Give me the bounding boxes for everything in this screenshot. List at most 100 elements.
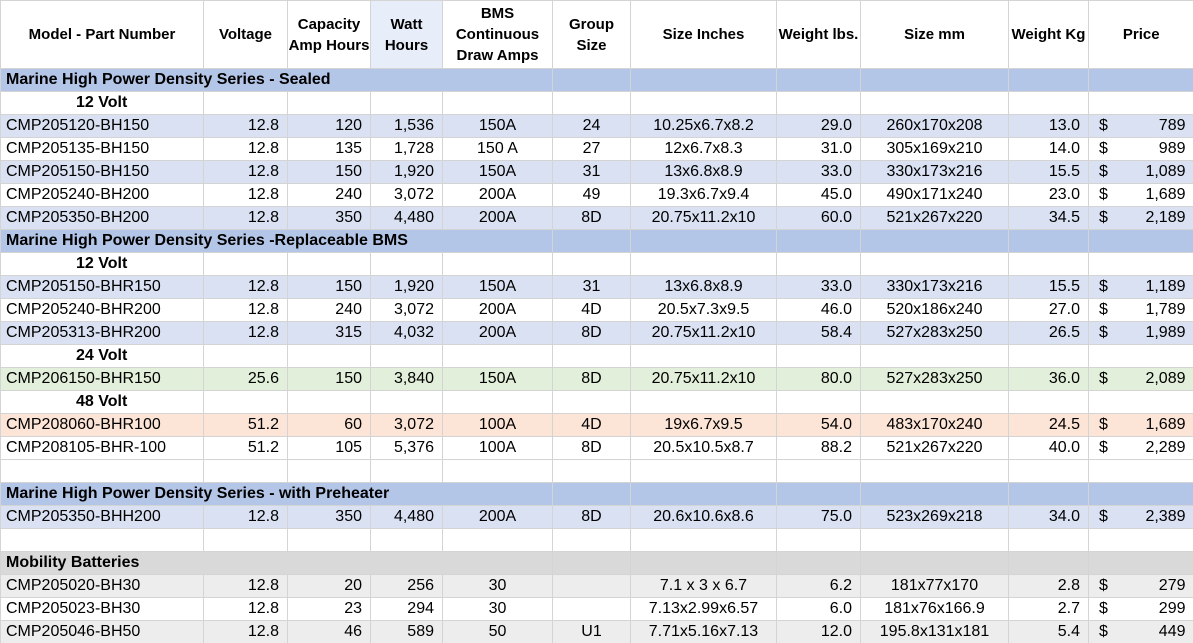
empty-cell[interactable] — [1088, 229, 1193, 253]
cell-capacity[interactable]: 150 — [287, 275, 371, 299]
empty-cell[interactable] — [776, 229, 861, 253]
cell-watt-hours[interactable]: 4,032 — [370, 321, 443, 345]
cell-price[interactable]: $1,089 — [1088, 160, 1193, 184]
cell-weight-kg[interactable]: 26.5 — [1008, 321, 1089, 345]
cell-weight-kg[interactable]: 14.0 — [1008, 137, 1089, 161]
table-row[interactable]: CMP205135-BH150 12.8 135 1,728 150 A 27 12x6.7… — [0, 137, 1193, 161]
cell-weight-kg[interactable]: 27.0 — [1008, 298, 1089, 322]
cell-watt-hours[interactable]: 294 — [370, 597, 443, 621]
empty-cell[interactable] — [203, 390, 288, 414]
empty-cell[interactable] — [552, 229, 631, 253]
cell-price[interactable]: $789 — [1088, 114, 1193, 138]
cell-size-inches[interactable]: 20.75x11.2x10 — [630, 206, 777, 230]
empty-cell[interactable] — [552, 551, 631, 575]
cell-group-size[interactable] — [552, 574, 631, 598]
empty-cell[interactable] — [1088, 459, 1193, 483]
empty-cell[interactable] — [1088, 344, 1193, 368]
cell-weight-lbs[interactable]: 58.4 — [776, 321, 861, 345]
empty-cell[interactable] — [203, 91, 288, 115]
empty-cell[interactable] — [203, 459, 288, 483]
empty-cell[interactable] — [1088, 252, 1193, 276]
cell-size-inches[interactable]: 12x6.7x8.3 — [630, 137, 777, 161]
cell-bms[interactable]: 200A — [442, 206, 553, 230]
empty-cell[interactable] — [552, 252, 631, 276]
cell-price[interactable]: $279 — [1088, 574, 1193, 598]
empty-cell[interactable] — [630, 252, 777, 276]
cell-capacity[interactable]: 105 — [287, 436, 371, 460]
cell-voltage[interactable]: 12.8 — [203, 137, 288, 161]
cell-voltage[interactable]: 12.8 — [203, 114, 288, 138]
empty-cell[interactable] — [370, 91, 443, 115]
empty-cell[interactable] — [860, 344, 1009, 368]
cell-weight-lbs[interactable]: 45.0 — [776, 183, 861, 207]
cell-weight-lbs[interactable]: 88.2 — [776, 436, 861, 460]
cell-capacity[interactable]: 240 — [287, 183, 371, 207]
empty-cell[interactable] — [370, 390, 443, 414]
cell-model[interactable]: CMP205150-BH150 — [0, 160, 204, 184]
table-row[interactable]: CMP205350-BH200 12.8 350 4,480 200A 8D 20.75x1… — [0, 206, 1193, 230]
empty-cell[interactable] — [776, 390, 861, 414]
cell-model[interactable]: CMP205023-BH30 — [0, 597, 204, 621]
empty-cell[interactable] — [630, 344, 777, 368]
empty-cell[interactable] — [1008, 91, 1089, 115]
cell-size-mm[interactable]: 490x171x240 — [860, 183, 1009, 207]
cell-weight-lbs[interactable]: 31.0 — [776, 137, 861, 161]
cell-size-inches[interactable]: 13x6.8x8.9 — [630, 275, 777, 299]
cell-model[interactable]: CMP205240-BHR200 — [0, 298, 204, 322]
empty-cell[interactable] — [370, 528, 443, 552]
empty-cell[interactable] — [1088, 528, 1193, 552]
cell-size-inches[interactable]: 13x6.8x8.9 — [630, 160, 777, 184]
cell-weight-lbs[interactable]: 33.0 — [776, 275, 861, 299]
empty-cell[interactable] — [630, 551, 777, 575]
cell-size-mm[interactable]: 527x283x250 — [860, 367, 1009, 391]
section-title[interactable]: Marine High Power Density Series - Seale… — [0, 68, 553, 92]
cell-watt-hours[interactable]: 1,728 — [370, 137, 443, 161]
empty-cell[interactable] — [860, 551, 1009, 575]
empty-cell[interactable] — [287, 390, 371, 414]
empty-cell[interactable] — [442, 390, 553, 414]
empty-cell[interactable] — [552, 459, 631, 483]
cell-voltage[interactable]: 12.8 — [203, 160, 288, 184]
voltage-group-label[interactable]: 12 Volt — [0, 252, 204, 276]
empty-cell[interactable] — [776, 528, 861, 552]
cell-voltage[interactable]: 51.2 — [203, 436, 288, 460]
cell-group-size[interactable]: 49 — [552, 183, 631, 207]
cell-weight-lbs[interactable]: 12.0 — [776, 620, 861, 643]
empty-cell[interactable] — [1008, 528, 1089, 552]
table-row[interactable]: CMP205023-BH30 12.8 23 294 30 7.13x2.99x6.57 6… — [0, 597, 1193, 621]
cell-capacity[interactable]: 240 — [287, 298, 371, 322]
empty-cell[interactable] — [630, 390, 777, 414]
cell-watt-hours[interactable]: 3,840 — [370, 367, 443, 391]
cell-voltage[interactable]: 12.8 — [203, 597, 288, 621]
cell-bms[interactable]: 100A — [442, 436, 553, 460]
empty-cell[interactable] — [287, 252, 371, 276]
cell-weight-lbs[interactable]: 6.0 — [776, 597, 861, 621]
cell-size-mm[interactable]: 521x267x220 — [860, 436, 1009, 460]
empty-cell[interactable] — [860, 459, 1009, 483]
cell-group-size[interactable]: 31 — [552, 275, 631, 299]
empty-cell[interactable] — [1008, 252, 1089, 276]
cell-watt-hours[interactable]: 589 — [370, 620, 443, 643]
cell-voltage[interactable]: 12.8 — [203, 206, 288, 230]
cell-weight-kg[interactable]: 23.0 — [1008, 183, 1089, 207]
cell-bms[interactable]: 150A — [442, 160, 553, 184]
cell-bms[interactable]: 150A — [442, 275, 553, 299]
cell-size-mm[interactable]: 520x186x240 — [860, 298, 1009, 322]
cell-group-size[interactable]: 4D — [552, 298, 631, 322]
table-row[interactable]: CMP205150-BH150 12.8 150 1,920 150A 31 13x6.8x… — [0, 160, 1193, 184]
cell-bms[interactable]: 200A — [442, 321, 553, 345]
empty-cell[interactable] — [1088, 482, 1193, 506]
cell-group-size[interactable] — [552, 597, 631, 621]
empty-cell[interactable] — [776, 482, 861, 506]
cell-size-mm[interactable]: 330x173x216 — [860, 275, 1009, 299]
table-row[interactable]: CMP205046-BH50 12.8 46 589 50 U1 7.71x5.16x7.1… — [0, 620, 1193, 643]
cell-voltage[interactable]: 12.8 — [203, 574, 288, 598]
cell-model[interactable]: CMP205350-BH200 — [0, 206, 204, 230]
empty-cell[interactable] — [0, 528, 204, 552]
empty-cell[interactable] — [1008, 482, 1089, 506]
empty-cell[interactable] — [1008, 344, 1089, 368]
cell-price[interactable]: $449 — [1088, 620, 1193, 643]
cell-capacity[interactable]: 135 — [287, 137, 371, 161]
cell-group-size[interactable]: 4D — [552, 413, 631, 437]
cell-group-size[interactable]: U1 — [552, 620, 631, 643]
